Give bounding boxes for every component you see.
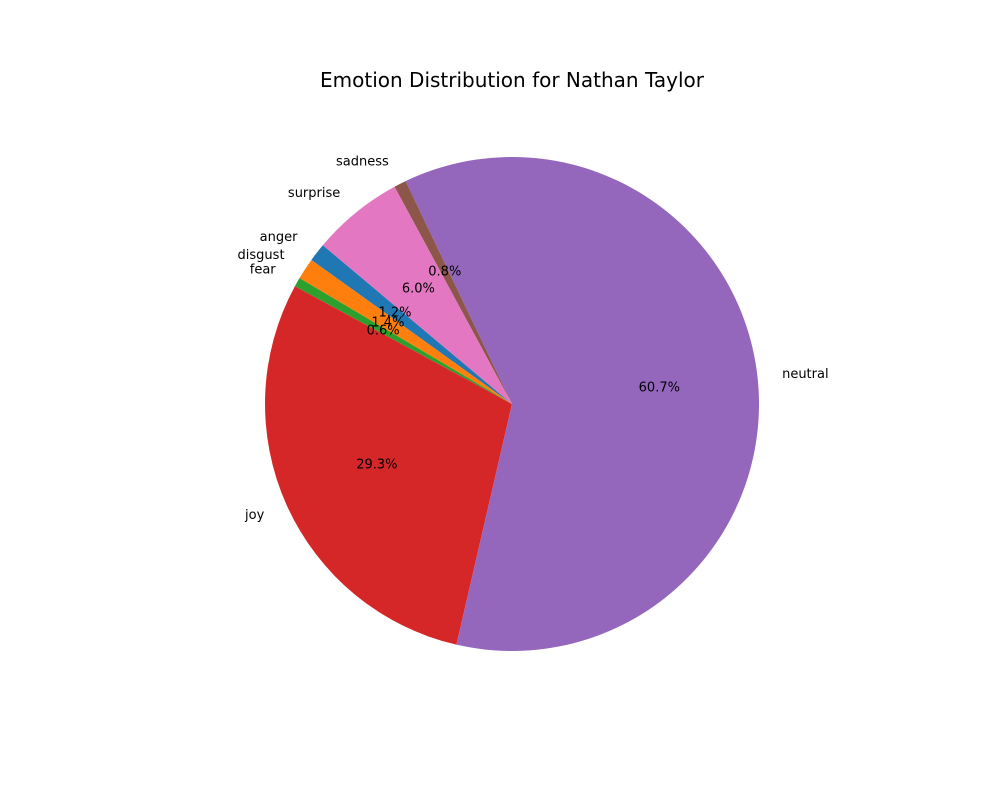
pie-label-neutral: neutral	[782, 367, 829, 382]
pie-slice-sadness	[394, 181, 512, 404]
pie-slice-joy	[265, 286, 512, 645]
pie-label-surprise: surprise	[288, 186, 340, 201]
pie-label-fear: fear	[250, 262, 277, 277]
pie-percent-sadness: 0.8%	[428, 264, 461, 279]
pie-label-disgust: disgust	[238, 248, 285, 263]
pie-percent-disgust: 1.4%	[371, 315, 404, 330]
pie-percent-surprise: 6.0%	[402, 282, 435, 297]
pie-slice-fear	[294, 278, 512, 404]
pie-slices	[265, 157, 760, 652]
pie-label-joy: joy	[244, 508, 265, 523]
pie-percent-neutral: 60.7%	[639, 380, 680, 395]
pie-label-sadness: sadness	[336, 154, 389, 169]
pie-slice-disgust	[299, 259, 512, 404]
pie-percent-joy: 29.3%	[356, 457, 397, 472]
pie-slice-neutral	[405, 157, 760, 652]
chart-title: Emotion Distribution for Nathan Taylor	[320, 68, 704, 92]
pie-slice-anger	[311, 245, 512, 404]
pie-percent-anger: 1.2%	[378, 306, 411, 321]
pie-percent-labels: 1.2%1.4%0.6% 29.3% 60.7% 0.8% 6.0%	[356, 264, 680, 472]
pie-percent-fear: 0.6%	[367, 323, 400, 338]
pie-label-anger: anger	[260, 230, 298, 245]
pie-slice-surprise	[322, 186, 512, 404]
